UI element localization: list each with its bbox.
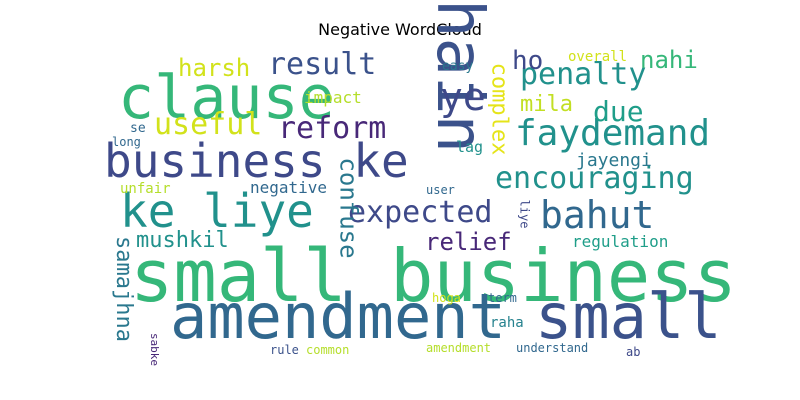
- word-term: term: [488, 291, 517, 305]
- word-faydemand: faydemand: [515, 113, 711, 154]
- word-harsh: harsh: [178, 54, 251, 82]
- word-long: long: [112, 135, 141, 149]
- word-small-business: small business: [130, 234, 737, 318]
- word-samajhna: samajhna: [110, 236, 136, 342]
- word-ab: ab: [626, 345, 641, 359]
- word-due: due: [593, 95, 644, 128]
- figure-title: Negative WordCloud: [318, 20, 482, 39]
- word-expected: expected: [348, 195, 493, 230]
- word-business-ke: business ke: [104, 134, 409, 188]
- word-relief: relief: [425, 228, 512, 256]
- word-unfair: unfair: [120, 181, 171, 197]
- word-impact: impact: [304, 88, 362, 107]
- word-complex: complex: [486, 62, 512, 156]
- wordcloud-canvas: small business amendment small clause hain bu…: [100, 0, 737, 366]
- word-reform: reform: [278, 111, 387, 146]
- word-ye: ye: [440, 75, 486, 119]
- word-confuse: confuse: [334, 157, 363, 259]
- word-encouraging: encouraging: [495, 161, 694, 196]
- word-nahi: nahi: [640, 46, 698, 74]
- word-user: user: [426, 183, 455, 197]
- word-result: result: [268, 47, 377, 82]
- word-small: small: [535, 280, 722, 353]
- word-sabke: sabke: [148, 332, 162, 367]
- word-penalty: penalty: [520, 57, 647, 92]
- word-jayengi: jayengi: [576, 150, 652, 171]
- word-hoga: hoga: [432, 291, 461, 305]
- word-rule: rule: [270, 343, 299, 357]
- word-liye: liye: [517, 199, 532, 229]
- word-bahut: bahut: [540, 193, 655, 237]
- word-lag: lag: [456, 138, 484, 156]
- word-common: common: [306, 343, 350, 357]
- word-amendment: amendment: [170, 280, 506, 353]
- word-ke-liye: ke liye: [120, 184, 314, 238]
- word-regulation: regulation: [572, 232, 669, 251]
- word-se: se: [130, 121, 146, 136]
- word-useful: useful: [154, 107, 263, 142]
- word-amendment: amendment: [426, 341, 492, 355]
- word-understand: understand: [516, 341, 589, 355]
- word-raha: raha: [490, 315, 524, 331]
- word-negative: negative: [250, 178, 328, 197]
- word-overall: overall: [568, 49, 628, 65]
- word-clause: clause: [118, 63, 335, 133]
- word-mushkil: mushkil: [136, 228, 229, 253]
- word-easy: easy: [442, 59, 474, 74]
- word-mila: mila: [520, 92, 573, 117]
- word-ho: ho: [512, 46, 544, 76]
